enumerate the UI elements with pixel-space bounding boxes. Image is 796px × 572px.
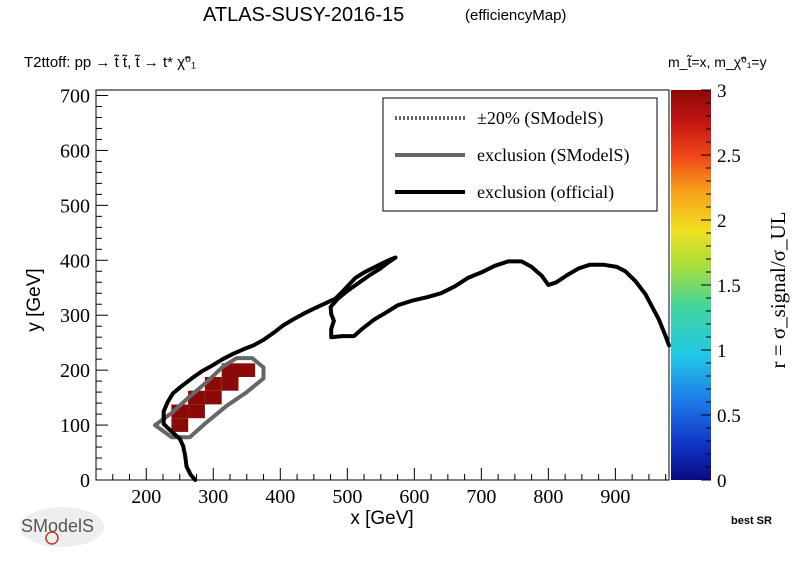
y-tick-label: 0 [80,470,90,492]
colorbar-tick-label: 0 [717,471,727,492]
colorbar-tick-label: 1 [717,341,727,362]
heatmap-cell [188,404,205,419]
colorbar-tick-label: 3 [717,81,727,102]
chart-title-suffix: (efficiencyMap) [465,7,566,24]
y-tick-label: 100 [60,415,90,437]
smodels-logo: SModelS [20,507,104,547]
x-tick-label: 800 [533,486,563,508]
heatmap-cell [204,390,222,405]
x-axis: 200 300 400 500 600 700 800 900 [95,468,667,508]
colorbar-tick-label: 1.5 [717,276,741,297]
y-tick-label: 500 [60,195,90,217]
colorbar-tick-label: 2.5 [717,146,741,167]
exclusion-official-line [161,255,671,482]
x-tick-label: 400 [265,486,295,508]
chart-title: ATLAS-SUSY-2016-15 [203,4,404,26]
x-tick-label: 200 [131,486,161,508]
legend-label-official: exclusion (official) [477,182,614,203]
process-label: T2ttoff: pp → t̃ t̃, t̃ → t* χ̃⁰₁ [24,54,196,71]
legend: ±20% (SModelS) exclusion (SModelS) exclu… [382,97,658,212]
x-tick-label: 600 [399,486,429,508]
heatmap-cell [171,418,189,432]
x-axis-label: x [GeV] [350,508,413,529]
x-tick-label: 700 [466,486,496,508]
y-tick-label: 300 [60,305,90,327]
x-tick-label: 500 [332,486,362,508]
logo-text: SModelS [21,516,94,536]
y-axis: 0 100 200 300 400 500 600 700 [60,85,108,492]
logo-atom-icon [45,531,59,545]
y-tick-label: 600 [60,140,90,162]
y-tick-label: 700 [60,85,90,107]
x-tick-label: 900 [600,486,630,508]
colorbar-axis: 0 0.5 1 1.5 2 2.5 3 [701,81,741,492]
x-tick-label: 300 [198,486,228,508]
y-tick-label: 400 [60,250,90,272]
colorbar-label: r = σ_signal/σ_UL [766,212,790,369]
colorbar-tick-label: 0.5 [717,406,741,427]
best-sr-label: best SR [731,515,772,527]
colorbar-tick-label: 2 [717,211,727,232]
y-axis-label: y [GeV] [24,268,45,331]
plot-area [153,255,671,482]
heatmap-cell [221,377,239,391]
exclusion-smodels-line [153,356,266,440]
legend-label-pm20: ±20% (SModelS) [477,108,603,129]
y-tick-label: 200 [60,360,90,382]
legend-label-smodels: exclusion (SModelS) [477,145,630,166]
mass-assignment-label: m_t̃=x, m_χ̃⁰₁=y [668,54,767,70]
heatmap-cell [238,363,256,377]
